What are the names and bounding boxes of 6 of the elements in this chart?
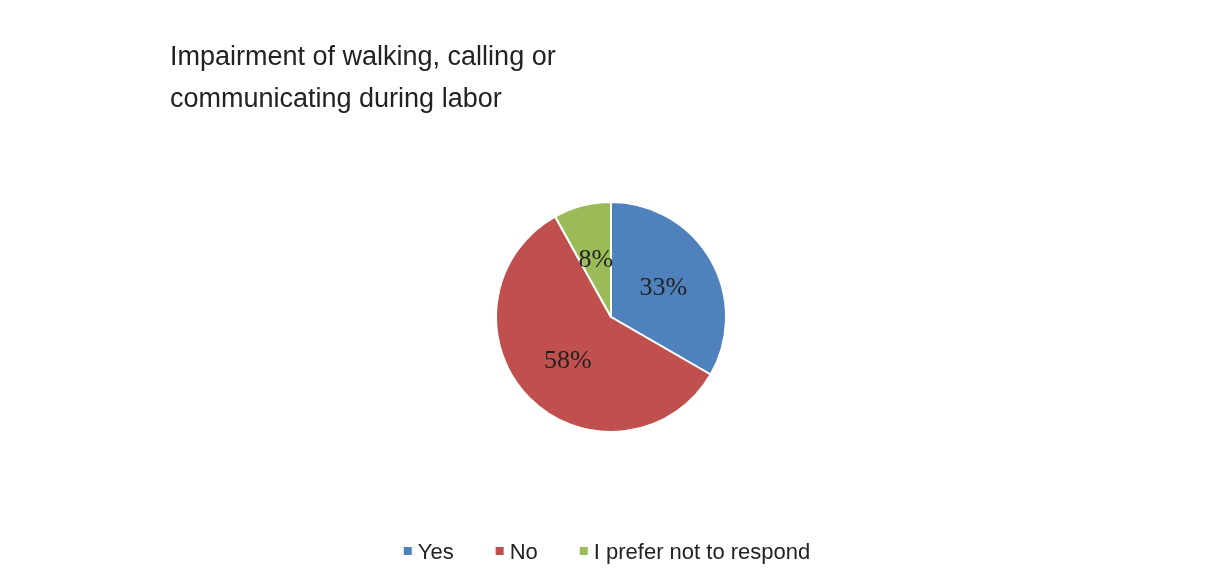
legend-label: Yes bbox=[417, 538, 454, 564]
data-label: 33% bbox=[639, 272, 688, 302]
data-label: 58% bbox=[544, 344, 592, 374]
legend-label: I prefer not to respond bbox=[593, 538, 811, 564]
chart-title: Impairment of walking, calling or communicating during labor bbox=[170, 41, 556, 113]
legend-label: No bbox=[509, 538, 538, 564]
